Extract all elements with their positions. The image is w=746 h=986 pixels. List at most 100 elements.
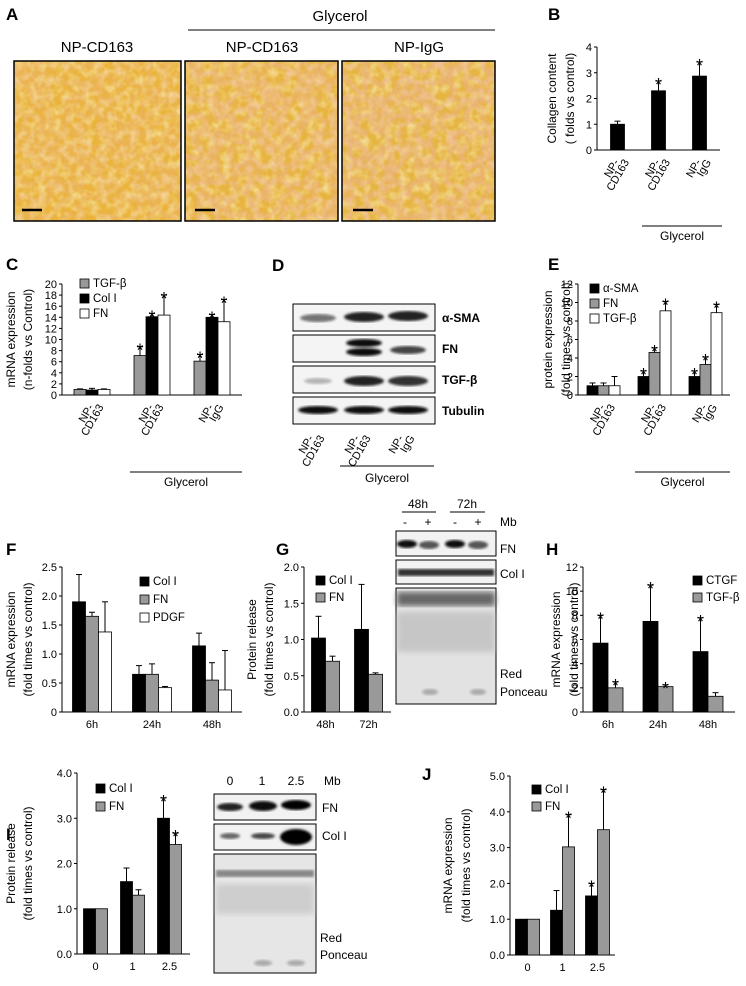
panel-letter-f: F [6,540,16,559]
y-tick-label: 10 [561,298,573,310]
y-tick-label: 0 [567,390,573,402]
x-tick-label: 2.5 [590,962,605,974]
panel-a-title-3: NP-IgG [394,39,444,56]
legend-swatch [589,283,600,294]
legend-label: α-SMA [603,283,639,295]
significance-star: * [647,579,654,599]
bar [311,637,326,713]
i-blot-lane-0: 0 [227,774,234,788]
y-tick-label: 3 [586,68,592,80]
legend-swatch [589,298,600,309]
legend-label: FN [545,801,560,813]
x-tick-label: 2.5 [162,961,177,973]
histology-image-1 [13,60,182,222]
panel-d-group-label: Glycerol [365,471,409,485]
significance-star: * [172,827,179,847]
legend-label: Col I [545,784,569,796]
y-tick-label: 18 [45,290,57,302]
y-tick-label: 8 [51,346,57,358]
bar [98,631,112,713]
y-tick-label: 2 [567,372,573,384]
bar [707,695,724,713]
i-blot-stain-label-2: Ponceau [320,948,367,962]
bar [120,881,133,955]
y-axis-label: mRNA expression [549,591,563,687]
y-tick-label: 4 [572,659,578,671]
legend-swatch [531,784,542,795]
panel-letter-e: E [548,255,559,274]
legend-label: CTGF [706,575,737,587]
blot-strip-tgfb: TGF-β [292,365,477,394]
g-blot-label-fn: FN [500,542,516,556]
significance-star: * [691,365,698,385]
y-tick-label: 20 [45,279,57,291]
y-tick-label: 1 [586,119,592,131]
significance-star: * [196,348,203,368]
x-tick-label: 0 [92,961,98,973]
legend-label: Col I [329,575,353,587]
y-axis-label: (fold times vs control) [559,282,573,396]
group-label: Glycerol [660,475,704,489]
y-tick-label: 0 [51,707,57,719]
significance-star: * [655,75,662,95]
panel-letter-b: B [548,5,560,24]
g-blot-sign-4: + [474,515,481,529]
y-axis-label: protein expression [541,290,555,388]
x-tick-label: 1 [129,961,135,973]
y-tick-label: 4.0 [490,807,505,819]
y-tick-label: 1.0 [284,635,299,647]
bar [692,651,709,713]
y-tick-label: 12 [566,562,578,574]
panel-letter-g: G [276,540,289,559]
y-tick-label: 5.0 [490,771,505,783]
y-tick-label: 0 [586,145,592,157]
y-tick-label: 0.0 [284,707,299,719]
panel-d: D α-SMA FN TGF-β Tubulin [272,256,484,485]
group-label: Glycerol [164,475,208,489]
legend-swatch [692,592,703,603]
blot-label-tubulin: Tubulin [442,404,484,418]
significance-star: * [565,809,572,829]
significance-star: * [662,296,669,316]
y-tick-label: 0.5 [284,671,299,683]
legend-swatch [315,592,326,603]
x-tick-label: 0 [524,962,530,974]
group-label: Glycerol [660,229,704,243]
y-tick-label: 0.0 [57,949,72,961]
x-tick-label: 48h [699,719,717,731]
significance-star: * [713,298,720,318]
y-tick-label: 4 [567,353,573,365]
bar [85,389,99,396]
x-tick-label: 6h [86,719,98,731]
legend-swatch [79,308,90,319]
legend-swatch [692,575,703,586]
panel-a-title-1: NP-CD163 [61,39,134,56]
y-axis-label: ( folds vs control) [563,53,577,144]
y-tick-label: 2.0 [284,562,299,574]
i-blot-lane-2: 2.5 [288,774,305,788]
y-tick-label: 2.5 [42,562,57,574]
legend-label: Col I [109,783,133,795]
bar [169,844,182,955]
legend-swatch [139,576,150,587]
legend-label: FN [93,308,108,320]
bar [192,645,206,713]
y-axis-label: (fold times vs control) [21,806,35,920]
chart-b: B Collagen content ( folds vs control) 0 1 2 3… [545,5,722,243]
g-blot-label-coli: Col I [500,567,525,581]
x-tick-label: 72h [359,719,377,731]
y-axis-label: mRNA expression [4,291,18,387]
x-tick-label: 1 [559,962,565,974]
y-tick-label: 0 [51,390,57,402]
legend-label: FN [329,592,344,604]
bar [73,389,87,396]
bar [585,895,598,956]
bar [325,660,340,713]
legend-label: Col I [93,293,117,305]
